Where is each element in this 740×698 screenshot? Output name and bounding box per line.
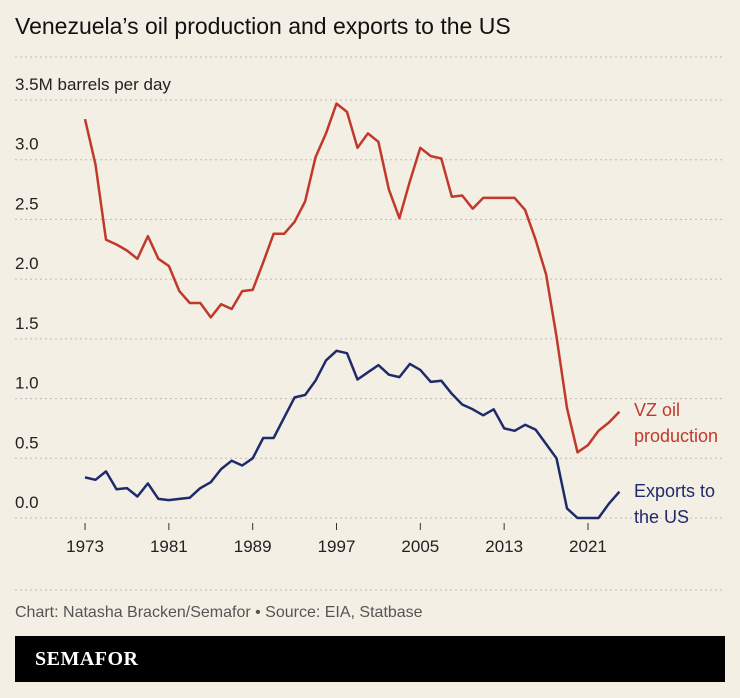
brand: SEMAFOR [35, 648, 139, 670]
x-tick-label: 1989 [234, 537, 272, 556]
y-tick-label: 0.5 [15, 433, 39, 452]
x-tick-label: 1973 [66, 537, 104, 556]
x-tick-label: 2013 [485, 537, 523, 556]
brand-bar: SEMAFOR [15, 636, 725, 682]
x-tick-label: 1997 [318, 537, 356, 556]
y-tick-label: 1.5 [15, 314, 39, 333]
x-tick-label: 2021 [569, 537, 607, 556]
y-tick-label: 3.5M barrels per day [15, 75, 171, 94]
y-tick-label: 0.0 [15, 493, 39, 512]
series-line [84, 349, 621, 520]
source: Chart: Natasha Bracken/Semafor • Source:… [15, 604, 423, 621]
legend-label: VZ oil production [634, 400, 719, 446]
x-tick-label: 1981 [150, 537, 188, 556]
x-tick-label: 2005 [401, 537, 439, 556]
chart-title: Venezuela’s oil production and exports t… [15, 13, 511, 39]
y-tick-label: 2.0 [15, 254, 39, 273]
y-tick-label: 2.5 [15, 194, 39, 213]
series-line [83, 102, 621, 454]
y-tick-label: 3.0 [15, 135, 39, 154]
y-tick-label: 1.0 [15, 374, 39, 393]
legend-label: Exports to the US [634, 481, 716, 527]
